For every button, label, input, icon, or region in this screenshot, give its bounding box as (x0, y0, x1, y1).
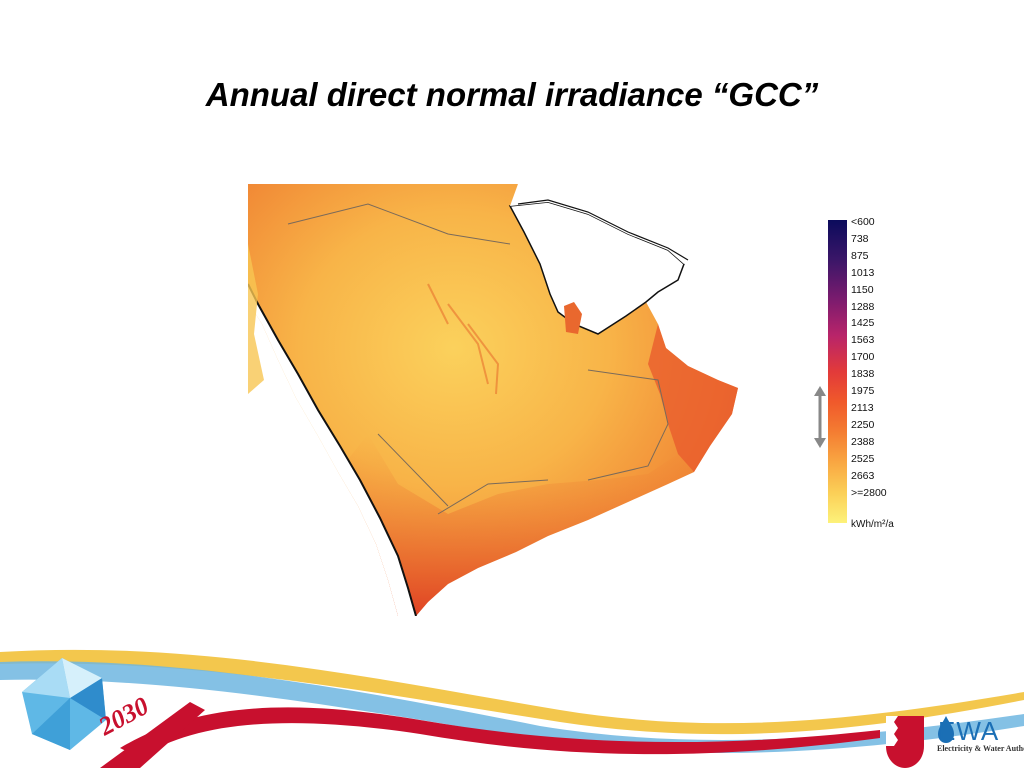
legend-label: 1013 (851, 266, 875, 279)
iran-coast (510, 184, 758, 264)
red-swoosh (120, 707, 880, 758)
legend-label: >=2800 (851, 486, 887, 499)
legend-label: 1150 (851, 283, 874, 296)
slide-title: Annual direct normal irradiance “GCC” (205, 76, 819, 113)
terrain-ridges (427, 283, 500, 395)
legend-label: 2388 (851, 435, 875, 448)
legend-label: 1838 (851, 368, 875, 381)
legend-label: 875 (851, 249, 869, 262)
africa-coast (248, 244, 264, 394)
red-sea-coastline (248, 283, 417, 616)
country-borders (287, 203, 669, 515)
legend-label: 1425 (851, 317, 875, 330)
legend-label: 2525 (851, 452, 875, 465)
irradiance-legend: <600 738 875 1013 1150 1288 1425 1563 17… (828, 214, 928, 534)
irradiance-map (248, 184, 758, 616)
legend-label: 2250 (851, 418, 875, 431)
red-sea (248, 284, 416, 616)
oman-region (648, 324, 738, 472)
blue-swoosh (0, 661, 1024, 753)
water-drop-icon (938, 716, 954, 743)
legend-label: 2113 (851, 401, 874, 414)
persian-gulf (508, 201, 685, 335)
legend-unit: kWh/m²/a (851, 519, 894, 530)
legend-label: 1700 (851, 351, 875, 364)
legend-label: 738 (851, 232, 869, 245)
flag-stripe (100, 702, 205, 768)
bahrain-emblem-icon (886, 716, 924, 768)
gold-swoosh (0, 649, 1024, 735)
qatar-peninsula (564, 302, 582, 334)
legend-labels: <600 738 875 1013 1150 1288 1425 1563 17… (851, 214, 887, 501)
legend-label: <600 (851, 216, 875, 228)
legend-label: 1563 (851, 334, 875, 347)
iran-coastline (517, 199, 689, 261)
legend-label: 1975 (851, 385, 875, 398)
range-arrow-icon (814, 386, 826, 448)
legend-colorbar (828, 220, 847, 523)
legend-label: 1288 (851, 300, 875, 313)
ewa-logo-subtitle: Electricity & Water Authority (937, 744, 1024, 753)
southern-high-irradiance (338, 434, 694, 616)
footer-decoration (0, 649, 1024, 768)
crystal-gem-icon (22, 658, 106, 750)
ewa-logo-text: EWA (938, 716, 1000, 746)
legend-label: 2663 (851, 469, 875, 482)
